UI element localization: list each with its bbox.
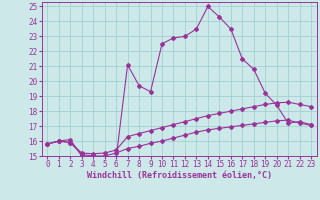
X-axis label: Windchill (Refroidissement éolien,°C): Windchill (Refroidissement éolien,°C): [87, 171, 272, 180]
